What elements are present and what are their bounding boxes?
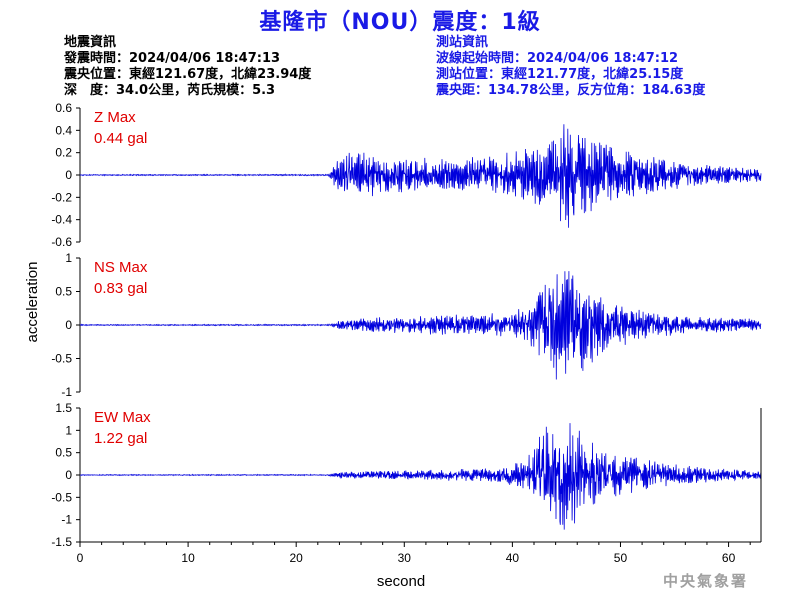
page-title: 基隆市（NOU）震度：1級: [259, 10, 541, 35]
y-tick-label: 0: [65, 318, 72, 332]
y-tick-label: -0.5: [51, 490, 72, 504]
max-value-ns: 0.83 gal: [94, 280, 147, 297]
y-tick-label: 1.5: [55, 401, 72, 415]
x-tick-label: 40: [506, 551, 520, 565]
y-tick-label: -0.5: [51, 352, 72, 366]
y-axis-label: acceleration: [24, 262, 41, 343]
x-tick-label: 30: [398, 551, 412, 565]
agency-credit: 中央氣象署: [662, 572, 748, 590]
wave-start-time: 波線起始時間：2024/04/06 18:47:12: [436, 51, 679, 66]
y-tick-label: -0.6: [51, 235, 72, 249]
y-tick-label: 1: [65, 423, 72, 437]
y-tick-label: 0.6: [55, 101, 72, 115]
x-tick-label: 10: [181, 551, 195, 565]
x-tick-label: 20: [290, 551, 304, 565]
y-tick-label: -0.2: [51, 190, 72, 204]
y-tick-label: -1.5: [51, 535, 72, 549]
y-tick-label: 0: [65, 168, 72, 182]
quake-info-block: 地震資訊 發震時間：2024/04/06 18:47:13 震央位置：東經121…: [64, 35, 311, 99]
max-label-ew: EW Max: [94, 409, 151, 426]
epicenter-location: 震央位置：東經121.67度，北緯23.94度: [64, 67, 312, 82]
depth-magnitude: 深 度：34.0公里，芮氏規模：5.3: [64, 83, 276, 98]
max-label-z: Z Max: [94, 109, 136, 126]
station-location: 測站位置：東經121.77度，北緯25.15度: [436, 67, 684, 82]
y-tick-label: 0: [65, 468, 72, 482]
max-label-ns: NS Max: [94, 259, 148, 276]
quake-info-heading: 地震資訊: [64, 35, 117, 50]
y-tick-label: 1: [65, 251, 72, 265]
y-tick-label: -1: [61, 513, 72, 527]
x-tick-label: 0: [77, 551, 84, 565]
waveform-trace-ns: [79, 271, 762, 380]
station-info-heading: 測站資訊: [436, 35, 489, 50]
station-info-block: 測站資訊 波線起始時間：2024/04/06 18:47:12 測站位置：東經1…: [436, 35, 705, 99]
x-tick-label: 50: [614, 551, 628, 565]
origin-time: 發震時間：2024/04/06 18:47:13: [64, 51, 281, 66]
waveform-trace-z: [79, 124, 762, 228]
y-tick-label: 0.4: [55, 123, 72, 137]
y-tick-label: 0.2: [55, 146, 72, 160]
waveform-trace-ew: [79, 423, 762, 530]
x-axis-label: second: [377, 573, 425, 590]
y-tick-label: -0.4: [51, 213, 72, 227]
y-tick-label: 0.5: [55, 446, 72, 460]
y-tick-label: -1: [61, 385, 72, 399]
y-tick-label: 0.5: [55, 285, 72, 299]
x-tick-label: 60: [722, 551, 736, 565]
max-value-ew: 1.22 gal: [94, 430, 147, 447]
distance-azimuth: 震央距：134.78公里，反方位角：184.63度: [436, 83, 706, 98]
max-value-z: 0.44 gal: [94, 130, 147, 147]
